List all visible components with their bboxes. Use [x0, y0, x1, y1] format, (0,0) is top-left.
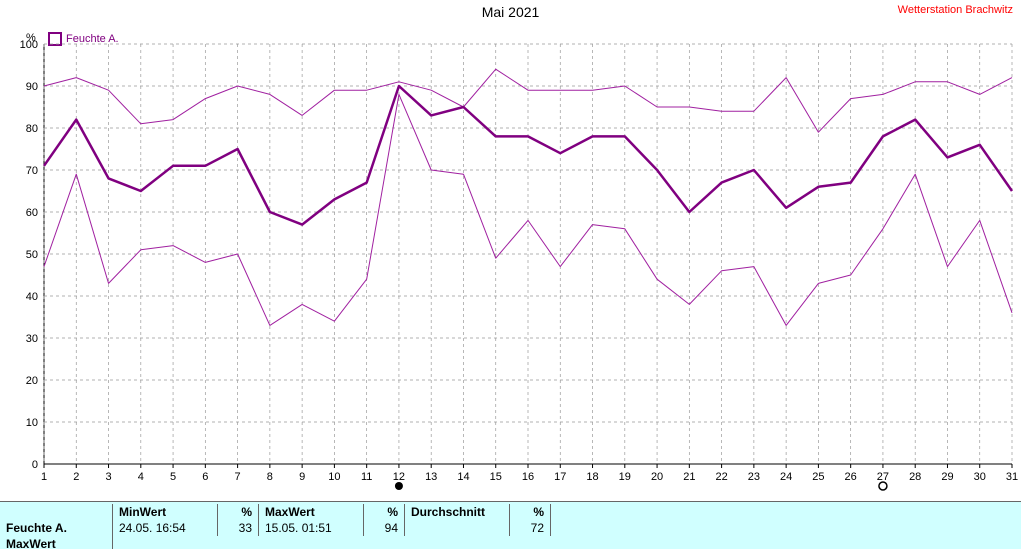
- svg-text:80: 80: [26, 123, 38, 135]
- stats-header: Durchschnitt: [405, 504, 510, 520]
- svg-text:2: 2: [73, 471, 79, 483]
- stats-value: 72: [510, 520, 551, 536]
- svg-text:20: 20: [651, 471, 663, 483]
- svg-text:9: 9: [299, 471, 305, 483]
- stats-pct: %: [510, 504, 551, 520]
- svg-text:10: 10: [328, 471, 340, 483]
- svg-text:40: 40: [26, 291, 38, 303]
- stats-header: MaxWert: [259, 504, 364, 520]
- svg-text:17: 17: [554, 471, 566, 483]
- svg-text:30: 30: [974, 471, 986, 483]
- stats-extra-row: MaxWert: [0, 536, 113, 549]
- svg-text:18: 18: [586, 471, 598, 483]
- stats-time: 15.05. 01:51: [259, 520, 364, 536]
- stats-pct: %: [218, 504, 259, 520]
- svg-text:60: 60: [26, 207, 38, 219]
- humidity-chart: 0102030405060708090100123456789101112131…: [0, 0, 1021, 500]
- svg-text:8: 8: [267, 471, 273, 483]
- svg-text:26: 26: [845, 471, 857, 483]
- stats-panel: MinWert%MaxWert%Durchschnitt%Feuchte A.2…: [0, 501, 1021, 549]
- svg-text:31: 31: [1006, 471, 1018, 483]
- svg-text:13: 13: [425, 471, 437, 483]
- svg-text:29: 29: [941, 471, 953, 483]
- svg-text:14: 14: [457, 471, 469, 483]
- svg-text:6: 6: [202, 471, 208, 483]
- svg-text:20: 20: [26, 375, 38, 387]
- svg-text:28: 28: [909, 471, 921, 483]
- svg-text:90: 90: [26, 81, 38, 93]
- svg-text:16: 16: [522, 471, 534, 483]
- svg-text:0: 0: [32, 459, 38, 471]
- svg-text:25: 25: [812, 471, 824, 483]
- svg-text:15: 15: [490, 471, 502, 483]
- stats-value: 94: [364, 520, 405, 536]
- svg-text:50: 50: [26, 249, 38, 261]
- svg-text:100: 100: [20, 39, 38, 51]
- svg-text:23: 23: [748, 471, 760, 483]
- stats-time: 24.05. 16:54: [113, 520, 218, 536]
- svg-text:21: 21: [683, 471, 695, 483]
- stats-value: 33: [218, 520, 259, 536]
- stats-header: MinWert: [113, 504, 218, 520]
- svg-text:4: 4: [138, 471, 144, 483]
- svg-text:3: 3: [105, 471, 111, 483]
- svg-text:70: 70: [26, 165, 38, 177]
- svg-text:5: 5: [170, 471, 176, 483]
- svg-text:19: 19: [619, 471, 631, 483]
- stats-pct: %: [364, 504, 405, 520]
- svg-text:7: 7: [235, 471, 241, 483]
- svg-text:22: 22: [715, 471, 727, 483]
- stats-time: [405, 520, 510, 536]
- svg-text:12: 12: [393, 471, 405, 483]
- svg-text:10: 10: [26, 417, 38, 429]
- stats-row-label: Feuchte A.: [0, 520, 113, 536]
- svg-text:27: 27: [877, 471, 889, 483]
- svg-text:30: 30: [26, 333, 38, 345]
- svg-text:1: 1: [41, 471, 47, 483]
- svg-text:24: 24: [780, 471, 792, 483]
- svg-text:11: 11: [361, 471, 372, 483]
